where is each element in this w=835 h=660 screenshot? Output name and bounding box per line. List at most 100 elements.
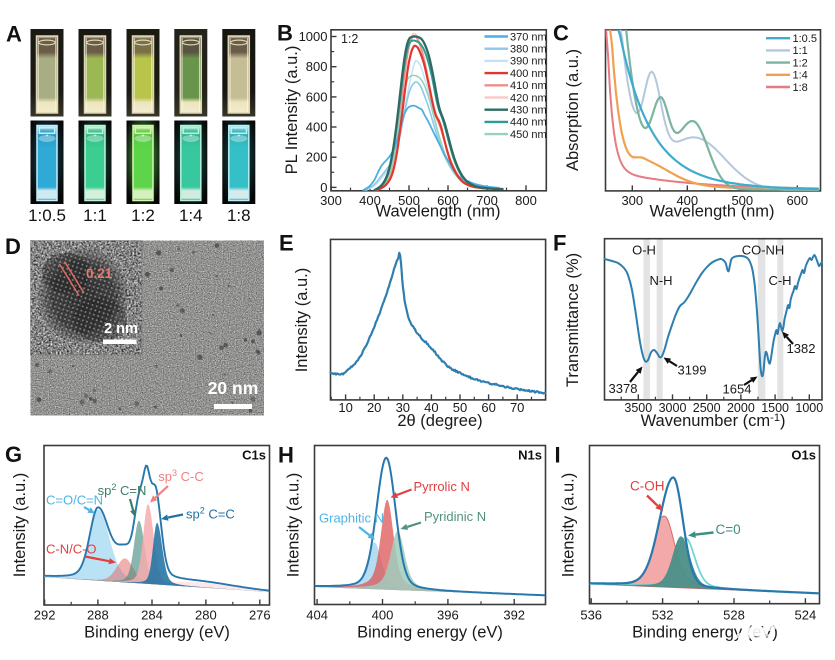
svg-text:C-OH: C-OH [630,479,665,494]
svg-text:0.21: 0.21 [86,266,113,281]
svg-text:400 nm: 400 nm [510,68,547,80]
svg-text:532: 532 [652,608,674,623]
svg-text:Pyrrolic N: Pyrrolic N [414,479,470,494]
svg-text:1:2: 1:2 [131,206,155,225]
svg-text:D: D [5,234,21,259]
svg-text:40: 40 [424,400,438,415]
svg-text:1382: 1382 [787,341,816,356]
svg-text:400: 400 [306,120,328,135]
svg-text:Intensity (a.u.): Intensity (a.u.) [560,473,578,578]
svg-text:C1s: C1s [242,448,266,463]
svg-text:3378: 3378 [609,381,638,396]
svg-text:0: 0 [320,180,327,195]
svg-text:390 nm: 390 nm [510,56,547,68]
svg-text:450 nm: 450 nm [510,129,547,141]
svg-text:Graphitic N: Graphitic N [319,511,384,526]
svg-text:N-H: N-H [649,273,672,288]
svg-text:300: 300 [621,193,643,208]
svg-text:2θ (degree): 2θ (degree) [397,412,482,430]
svg-text:500: 500 [731,193,753,208]
svg-text:2500: 2500 [693,401,721,415]
svg-text:Wavenumber (cm-1): Wavenumber (cm-1) [641,412,786,430]
svg-text:380 nm: 380 nm [510,44,547,56]
svg-text:2 nm: 2 nm [104,321,138,337]
svg-text:Intensity (a.u.): Intensity (a.u.) [293,268,311,373]
svg-text:B: B [277,21,293,46]
svg-text:50: 50 [453,400,467,415]
svg-text:1500: 1500 [761,401,789,415]
svg-text:Binding energy (eV): Binding energy (eV) [357,624,503,642]
svg-text:I: I [555,443,561,468]
svg-text:CO-NH: CO-NH [742,243,785,258]
svg-text:O1s: O1s [791,448,816,463]
svg-text:400: 400 [372,608,394,623]
svg-text:1:4: 1:4 [793,70,808,82]
svg-text:1:4: 1:4 [179,206,203,225]
svg-text:20: 20 [367,400,381,415]
svg-text:F: F [553,231,566,256]
svg-text:Pyridinic N: Pyridinic N [424,509,486,524]
svg-text:Binding energy (eV): Binding energy (eV) [84,624,230,642]
svg-text:C-N/C-O: C-N/C-O [46,542,97,557]
svg-text:700: 700 [476,193,498,208]
svg-text:400: 400 [359,193,381,208]
svg-text:1000: 1000 [299,29,328,44]
svg-text:400: 400 [676,193,698,208]
svg-text:O-H: O-H [632,243,656,258]
svg-text:420 nm: 420 nm [510,92,547,104]
svg-text:C: C [553,21,569,46]
svg-text:292: 292 [34,608,56,623]
svg-text:20 nm: 20 nm [208,378,259,398]
svg-text:1:8: 1:8 [227,206,251,225]
svg-text:Transmittance (%): Transmittance (%) [564,253,582,387]
svg-text:30: 30 [396,400,410,415]
svg-text:300: 300 [320,193,342,208]
svg-text:A: A [6,22,22,47]
svg-text:800: 800 [515,193,537,208]
svg-text:1:2: 1:2 [341,32,358,46]
svg-text:1000: 1000 [795,401,823,415]
svg-text:Intensity (a.u.): Intensity (a.u.) [285,473,303,578]
svg-text:430 nm: 430 nm [510,105,547,117]
svg-text:sp2 C=N: sp2 C=N [98,482,147,498]
svg-text:500: 500 [398,193,420,208]
svg-text:70: 70 [510,400,524,415]
svg-text:600: 600 [437,193,459,208]
svg-text:600: 600 [786,193,808,208]
svg-text:280: 280 [195,608,217,623]
svg-text:PL Intensity (a.u.): PL Intensity (a.u.) [283,46,301,175]
svg-text:1:2: 1:2 [793,57,808,69]
svg-text:Intensity (a.u.): Intensity (a.u.) [11,473,29,578]
svg-text:E: E [279,231,294,256]
svg-text:60: 60 [481,400,495,415]
svg-text:sp2 C=C: sp2 C=C [186,506,235,522]
svg-text:524: 524 [795,608,817,623]
svg-text:2000: 2000 [727,401,755,415]
svg-text:392: 392 [503,608,525,623]
svg-text:C=0: C=0 [716,522,741,537]
svg-text:3500: 3500 [624,401,652,415]
svg-text:1:8: 1:8 [793,82,808,94]
svg-text:288: 288 [87,608,109,623]
svg-text:Absorption (a.u.): Absorption (a.u.) [564,49,582,171]
svg-text:396: 396 [437,608,459,623]
svg-text:1:0.5: 1:0.5 [793,33,817,45]
svg-text:600: 600 [306,89,328,104]
svg-text:1:1: 1:1 [83,206,107,225]
svg-text:H: H [278,443,294,468]
svg-text:G: G [5,442,22,467]
svg-text:3000: 3000 [659,401,687,415]
svg-text:3199: 3199 [678,363,707,378]
svg-text:370 nm: 370 nm [510,31,547,43]
svg-text:536: 536 [580,608,602,623]
svg-text:sp3 C-C: sp3 C-C [158,468,203,484]
svg-text:Wavelength (nm): Wavelength (nm) [375,203,500,221]
svg-text:10: 10 [338,400,352,415]
svg-text:1:1: 1:1 [793,45,808,57]
svg-text:284: 284 [141,608,163,623]
svg-text:276: 276 [249,608,271,623]
svg-text:200: 200 [306,150,328,165]
svg-text:N1s: N1s [518,448,542,463]
svg-text:800: 800 [306,59,328,74]
svg-text:404: 404 [306,608,328,623]
